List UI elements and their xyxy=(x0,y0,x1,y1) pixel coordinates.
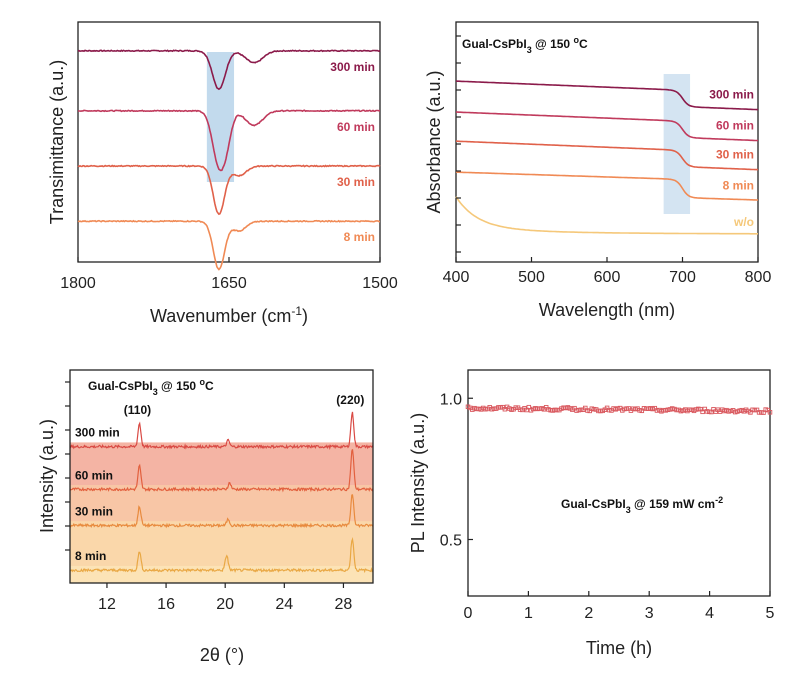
xrd-band-2 xyxy=(70,521,373,571)
xrd-xlabel: 2θ (°) xyxy=(200,645,244,665)
absorbance-series-4 xyxy=(455,196,758,235)
xrd-xtick-label-2: 20 xyxy=(216,596,234,613)
xrd-xtick-label-4: 28 xyxy=(335,596,353,613)
ftir-series-label-2: 30 min xyxy=(337,175,375,189)
xrd-series-3 xyxy=(69,537,374,574)
absorbance-series-label-4: w/o xyxy=(733,215,754,229)
xrd-panel: 300 min 60 min 30 min 8 min 12 16 20 24 28 Gual… xyxy=(37,369,374,665)
ftir-highlight-band xyxy=(206,52,235,182)
xrd-panel-title: Gual-CsPbI3 @ 150 oC xyxy=(88,377,214,397)
xrd-band-3 xyxy=(70,565,373,583)
pl-xtick-label-1: 1 xyxy=(524,605,533,622)
absorbance-xtick-label-1: 500 xyxy=(518,269,545,286)
absorbance-series-1 xyxy=(456,111,759,142)
ftir-series-2 xyxy=(77,164,381,216)
pl-xtick-label-5: 5 xyxy=(766,605,775,622)
ftir-series-label-3: 8 min xyxy=(344,230,375,244)
ftir-series-3 xyxy=(77,219,381,271)
absorbance-xtick-label-3: 700 xyxy=(669,269,696,286)
pl-annotation: Gual-CsPbI3 @ 159 mW cm-2 xyxy=(561,495,723,515)
absorbance-series-label-1: 60 min xyxy=(716,119,754,133)
absorbance-panel: 300 min 60 min 30 min 8 min w/o 400 500 600 700… xyxy=(424,21,772,320)
pl-xtick-label-0: 0 xyxy=(464,605,473,622)
xrd-xtick-label-3: 24 xyxy=(275,596,293,613)
xrd-peak-label-1: (220) xyxy=(336,393,364,407)
xrd-series-label-0: 300 min xyxy=(75,426,120,440)
xrd-series-label-1: 60 min xyxy=(75,468,113,482)
ftir-xtick-label-1: 1650 xyxy=(211,275,247,292)
pl-xlabel: Time (h) xyxy=(586,638,652,658)
absorbance-panel-title: Gual-CsPbI3 @ 150 oC xyxy=(462,35,588,55)
ftir-series-1 xyxy=(77,109,380,172)
absorbance-xtick-label-2: 600 xyxy=(594,269,621,286)
xrd-frame xyxy=(69,369,374,584)
absorbance-series-label-3: 8 min xyxy=(723,179,754,193)
ftir-ylabel: Transimittance (a.u.) xyxy=(47,60,67,224)
pl-ylabel: PL Intensity (a.u.) xyxy=(408,413,428,553)
xrd-series-0 xyxy=(69,411,374,451)
absorbance-series-label-0: 300 min xyxy=(709,88,754,102)
absorbance-xtick-label-0: 400 xyxy=(443,269,470,286)
ftir-xlabel: Wavenumber (cm-1) xyxy=(150,304,308,326)
xrd-peak-label-0: (110) xyxy=(124,403,151,417)
ftir-xtick-label-0: 1800 xyxy=(60,275,96,292)
absorbance-xtick-label-4: 800 xyxy=(745,269,772,286)
pl-xtick-label-4: 4 xyxy=(705,605,714,622)
pl-frame xyxy=(467,369,771,597)
xrd-xtick-label-1: 16 xyxy=(157,596,175,613)
ftir-series-0 xyxy=(77,49,381,91)
xrd-series-label-3: 8 min xyxy=(75,549,106,563)
absorbance-series-2 xyxy=(456,140,759,171)
absorbance-xlabel: Wavelength (nm) xyxy=(539,300,675,320)
absorbance-series-label-2: 30 min xyxy=(716,148,754,162)
xrd-band-0 xyxy=(70,442,373,490)
pl-ytick-label-1: 1.0 xyxy=(440,391,462,408)
xrd-band-1 xyxy=(70,485,373,526)
absorbance-series-3 xyxy=(455,171,758,201)
pl-xtick-label-2: 2 xyxy=(584,605,593,622)
ftir-panel: 300 min 60 min 30 min 8 min 1800 1650 1500 Tr… xyxy=(47,21,398,326)
xrd-series-2 xyxy=(69,494,374,529)
xrd-series-label-2: 30 min xyxy=(75,504,113,518)
pl-ytick-label-0: 0.5 xyxy=(440,533,462,550)
pl-xtick-label-3: 3 xyxy=(645,605,654,622)
xrd-ylabel: Intensity (a.u.) xyxy=(37,419,57,533)
absorbance-highlight-band xyxy=(663,74,691,214)
absorbance-ylabel: Absorbance (a.u.) xyxy=(424,70,444,213)
ftir-series-label-0: 300 min xyxy=(330,60,375,74)
ftir-series-label-1: 60 min xyxy=(337,120,375,134)
pl-point-139 xyxy=(767,410,773,415)
ftir-xtick-label-2: 1500 xyxy=(362,275,398,292)
absorbance-series-0 xyxy=(455,80,758,111)
xrd-series-1 xyxy=(69,449,374,493)
xrd-xtick-label-0: 12 xyxy=(98,596,116,613)
